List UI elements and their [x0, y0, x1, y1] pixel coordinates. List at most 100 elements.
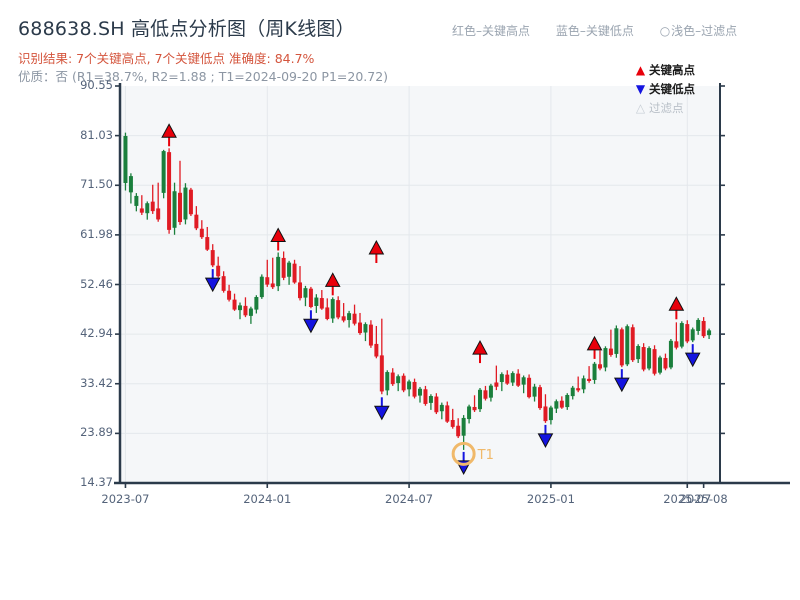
plot-legend-row[interactable]: ▲ 关键高点 — [632, 61, 695, 80]
candle-body — [630, 327, 635, 361]
candle-body — [559, 400, 564, 408]
triangle-up-icon — [586, 335, 603, 351]
candle-body — [139, 208, 144, 213]
candle-body — [587, 378, 592, 382]
candle-body — [532, 386, 537, 397]
candle — [194, 206, 199, 231]
low-point-marker[interactable] — [684, 344, 701, 368]
high-point-marker[interactable] — [668, 296, 685, 320]
candle — [570, 385, 575, 400]
candle-body — [412, 381, 417, 397]
y-axis-tick-label: 42.94 — [80, 326, 113, 341]
candle — [123, 132, 128, 191]
candle — [559, 396, 564, 409]
high-point-marker[interactable] — [472, 340, 488, 364]
candle — [330, 297, 335, 323]
candle — [390, 368, 395, 386]
candle — [445, 401, 450, 423]
candle — [145, 201, 150, 220]
candle — [221, 271, 226, 293]
candle-body — [663, 357, 668, 369]
candle — [238, 302, 242, 320]
low-point-marker[interactable] — [204, 269, 221, 293]
candle — [232, 293, 237, 311]
candle — [478, 387, 482, 412]
candle-body — [232, 299, 237, 310]
candle — [592, 361, 597, 384]
candle — [456, 418, 461, 439]
candle — [663, 353, 668, 371]
candle-body — [647, 348, 652, 369]
candle — [674, 322, 679, 350]
candle-body — [352, 313, 357, 324]
candle-body — [516, 373, 521, 386]
candle — [396, 374, 401, 392]
candle — [690, 327, 695, 343]
candle-body — [287, 262, 292, 277]
candle — [543, 394, 548, 423]
candle — [532, 383, 537, 402]
candle-body — [592, 363, 597, 380]
plot-legend: ▲ 关键高点 ▼ 关键低点 △ 过滤点 — [632, 61, 695, 118]
candle — [172, 182, 177, 235]
candle-body — [461, 417, 466, 436]
candle-body — [510, 373, 515, 383]
plot-legend-row[interactable]: ▼ 关键低点 — [632, 80, 695, 99]
candle — [156, 182, 161, 222]
candle-body — [467, 406, 472, 420]
candle — [379, 318, 384, 395]
candle — [298, 266, 302, 301]
high-point-marker[interactable] — [586, 335, 603, 359]
low-point-marker[interactable] — [303, 310, 319, 334]
high-point-marker[interactable] — [368, 239, 385, 264]
candle-body — [145, 203, 150, 214]
candle-body — [330, 299, 335, 319]
candle-body — [374, 343, 379, 357]
candle — [499, 372, 504, 392]
y-axis-tick-label: 23.89 — [80, 425, 113, 440]
legend-strip-low: 蓝色–关键低点 — [555, 24, 634, 38]
candle — [614, 325, 619, 358]
low-point-marker[interactable] — [373, 397, 390, 421]
candle — [516, 369, 521, 387]
candle-body — [658, 357, 662, 373]
triangle-down-icon — [204, 277, 221, 293]
candle-body — [379, 355, 384, 392]
plot-legend-row[interactable]: △ 过滤点 — [632, 99, 695, 118]
candle-body — [674, 341, 679, 348]
candle-body — [576, 388, 581, 391]
candle — [554, 399, 559, 414]
candle-body — [521, 377, 526, 385]
candle — [325, 298, 330, 321]
candle — [510, 371, 515, 386]
high-point-marker[interactable] — [270, 227, 287, 251]
candle-body — [445, 405, 450, 422]
candle-body — [167, 152, 172, 230]
candle — [281, 251, 286, 281]
candle — [287, 260, 292, 285]
high-point-marker[interactable] — [161, 123, 177, 147]
markers — [161, 123, 701, 475]
candle — [319, 290, 324, 310]
candle — [494, 365, 499, 391]
candle-body — [227, 290, 232, 300]
x-axis-tick-label: 2025-08 — [679, 492, 728, 506]
candle — [538, 384, 542, 410]
candle-body — [483, 390, 488, 399]
candle-body — [696, 319, 701, 331]
candle — [368, 320, 373, 348]
candle — [581, 375, 586, 394]
low-point-marker[interactable] — [613, 369, 630, 393]
candle-body — [456, 425, 461, 437]
y-axis-tick-label: 33.42 — [80, 375, 113, 390]
high-point-marker[interactable] — [324, 272, 341, 296]
candle-body — [450, 420, 455, 427]
candle-body — [243, 305, 248, 316]
candle — [210, 244, 215, 268]
annotation-ring[interactable] — [451, 441, 476, 466]
candle-body — [325, 307, 330, 319]
y-axis-tick-label: 61.98 — [80, 226, 113, 241]
low-point-marker[interactable] — [537, 424, 554, 448]
candle — [434, 393, 439, 415]
